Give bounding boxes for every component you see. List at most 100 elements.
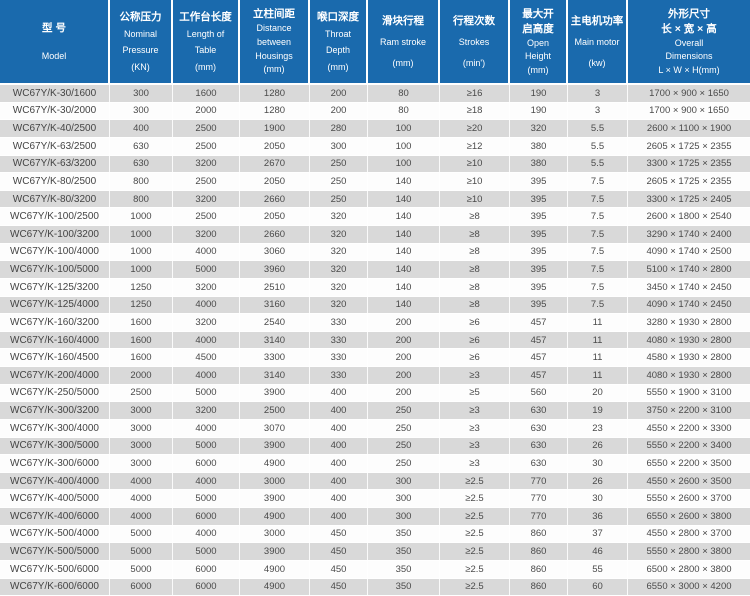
table-row: WC67Y/K-80/2500 800 2500 2050 250 140 ≥10 395 7.… (0, 173, 750, 191)
table-cell-throat-depth: 400 (310, 402, 368, 419)
table-cell-overall-dimensions: 3450 × 1740 × 2450 (646, 281, 732, 293)
table-cell-open-height: 630 (510, 437, 568, 455)
header-zh-line: 喉口深度 (317, 10, 359, 23)
table-cell-throat-depth: 450 (310, 543, 368, 560)
column-header-housing-distance: 立柱间距 Distance between Housings (mm) (240, 0, 310, 83)
table-cell-overall-dimensions: 2600 × 1800 × 2540 (646, 211, 732, 223)
table-row: WC67Y/K-300/3200 3000 3200 2500 400 250 ≥3 630 1… (0, 402, 750, 420)
table-cell-table-length: 6000 (173, 578, 240, 596)
table-cell-model: WC67Y/K-160/4500 (0, 349, 110, 366)
table-cell-nominal-pressure: 1600 (110, 331, 173, 349)
table-cell-ram-stroke: 350 (368, 525, 440, 543)
table-row: WC67Y/K-30/2000 300 2000 1280 200 80 ≥18 190 3 17… (0, 102, 750, 121)
table-cell-table-length: 6000 (173, 508, 240, 525)
table-cell-housing-distance: 2670 (240, 155, 310, 173)
table-cell-open-height: 560 (510, 384, 568, 402)
table-cell-overall-dimensions: 4550 × 2800 × 3700 (646, 528, 732, 540)
table-cell-main-motor: 11 (568, 331, 628, 349)
table-cell-nominal-pressure: 1000 (110, 261, 173, 278)
table-cell-ram-stroke: 250 (368, 402, 440, 419)
table-cell-throat-depth: 330 (310, 367, 368, 384)
table-cell-overall-dimensions: 5550 × 2800 × 3800 (646, 546, 732, 558)
table-cell-model: WC67Y/K-100/2500 (0, 208, 110, 225)
table-cell-strokes: ≥20 (440, 120, 510, 137)
table-cell-nominal-pressure: 5000 (110, 543, 173, 560)
table-cell-ram-stroke: 350 (368, 543, 440, 560)
table-cell-overall-dimensions: 4090 × 1740 × 2500 (646, 246, 732, 258)
table-cell-open-height: 630 (510, 419, 568, 437)
table-cell-ram-stroke: 80 (368, 85, 440, 102)
table-cell-throat-depth: 400 (310, 437, 368, 455)
column-header-overall-dimensions: 外形尺寸长 × 宽 × 高 Overall Dimensions L × W × H(… (628, 0, 750, 83)
table-cell-open-height: 395 (510, 226, 568, 243)
table-header: 型 号 Model 公称压力 Nominal Pressure (KN) 工作台长度 Leng… (0, 0, 750, 85)
table-cell-housing-distance: 3960 (240, 261, 310, 278)
table-cell-nominal-pressure: 3000 (110, 455, 173, 472)
table-cell-throat-depth: 320 (310, 278, 368, 296)
header-en-line: Main motor (574, 37, 620, 47)
table-cell-housing-distance: 3000 (240, 472, 310, 490)
table-cell-strokes: ≥6 (440, 331, 510, 349)
table-row: WC67Y/K-500/4000 5000 4000 3000 450 350 ≥2.5 86… (0, 525, 750, 544)
table-cell-nominal-pressure: 300 (110, 102, 173, 120)
table-body: WC67Y/K-30/1600 300 1600 1280 200 80 ≥16 190 3 17… (0, 85, 750, 596)
table-cell-throat-depth: 400 (310, 490, 368, 507)
column-header-main-motor: 主电机功率 Main motor (kw) (568, 0, 628, 83)
table-cell-open-height: 395 (510, 190, 568, 208)
table-cell-overall-dimensions: 6550 × 3000 × 4200 (646, 581, 732, 593)
table-cell-model: WC67Y/K-200/4000 (0, 367, 110, 384)
table-cell-throat-depth: 450 (310, 578, 368, 596)
table-row: WC67Y/K-125/4000 1250 4000 3160 320 140 ≥8 395 7… (0, 296, 750, 315)
table-cell-table-length: 5000 (173, 543, 240, 560)
table-cell-housing-distance: 3140 (240, 367, 310, 384)
table-cell-strokes: ≥2.5 (440, 560, 510, 578)
table-cell-main-motor: 7.5 (568, 243, 628, 261)
table-cell-nominal-pressure: 400 (110, 120, 173, 137)
table-cell-main-motor: 26 (568, 472, 628, 490)
table-cell-ram-stroke: 100 (368, 120, 440, 137)
table-cell-housing-distance: 2510 (240, 278, 310, 296)
table-cell-overall-dimensions: 3300 × 1725 × 2405 (646, 193, 732, 205)
table-cell-main-motor: 5.5 (568, 137, 628, 155)
table-cell-throat-depth: 280 (310, 120, 368, 137)
table-cell-overall-dimensions: 5550 × 2600 × 3700 (646, 493, 732, 505)
table-cell-throat-depth: 250 (310, 173, 368, 190)
table-cell-ram-stroke: 140 (368, 173, 440, 190)
table-cell-housing-distance: 3900 (240, 437, 310, 455)
table-cell-nominal-pressure: 6000 (110, 578, 173, 596)
table-row: WC67Y/K-400/6000 4000 6000 4900 400 300 ≥2.5 77… (0, 508, 750, 526)
table-cell-model: WC67Y/K-300/5000 (0, 437, 110, 455)
table-cell-model: WC67Y/K-100/3200 (0, 226, 110, 243)
table-cell-model: WC67Y/K-500/4000 (0, 525, 110, 543)
table-cell-model: WC67Y/K-300/4000 (0, 419, 110, 437)
table-cell-throat-depth: 320 (310, 226, 368, 243)
header-en-line: Model (41, 50, 67, 61)
table-cell-open-height: 395 (510, 243, 568, 261)
table-cell-main-motor: 5.5 (568, 120, 628, 137)
header-en-line: Length of (186, 28, 225, 39)
table-cell-nominal-pressure: 1000 (110, 226, 173, 243)
table-cell-open-height: 630 (510, 402, 568, 419)
column-header-model: 型 号 Model (0, 0, 110, 83)
table-cell-open-height: 320 (510, 120, 568, 137)
header-en-line: Strokes (458, 37, 490, 47)
table-cell-main-motor: 11 (568, 314, 628, 331)
table-cell-overall-dimensions: 1700 × 900 × 1650 (649, 87, 729, 99)
table-row: WC67Y/K-160/4000 1600 4000 3140 330 200 ≥6 457 1… (0, 331, 750, 350)
table-cell-model: WC67Y/K-30/1600 (0, 85, 110, 102)
table-cell-housing-distance: 2050 (240, 137, 310, 155)
table-cell-throat-depth: 400 (310, 508, 368, 525)
table-cell-main-motor: 30 (568, 490, 628, 507)
table-cell-housing-distance: 3900 (240, 543, 310, 560)
table-cell-overall-dimensions: 4550 × 2600 × 3500 (646, 475, 732, 487)
table-cell-open-height: 395 (510, 208, 568, 225)
table-cell-table-length: 3200 (173, 155, 240, 173)
table-cell-model: WC67Y/K-80/3200 (0, 190, 110, 208)
header-zh-line: 工作台长度 (179, 10, 232, 23)
table-cell-model: WC67Y/K-300/6000 (0, 455, 110, 472)
table-cell-overall-dimensions: 5550 × 1900 × 3100 (646, 387, 732, 399)
table-cell-overall-dimensions: 3290 × 1740 × 2400 (646, 228, 732, 240)
table-cell-overall-dimensions: 4580 × 1930 × 2800 (646, 352, 732, 364)
table-row: WC67Y/K-600/6000 6000 6000 4900 450 350 ≥2.5 86… (0, 578, 750, 596)
table-cell-table-length: 4000 (173, 367, 240, 384)
